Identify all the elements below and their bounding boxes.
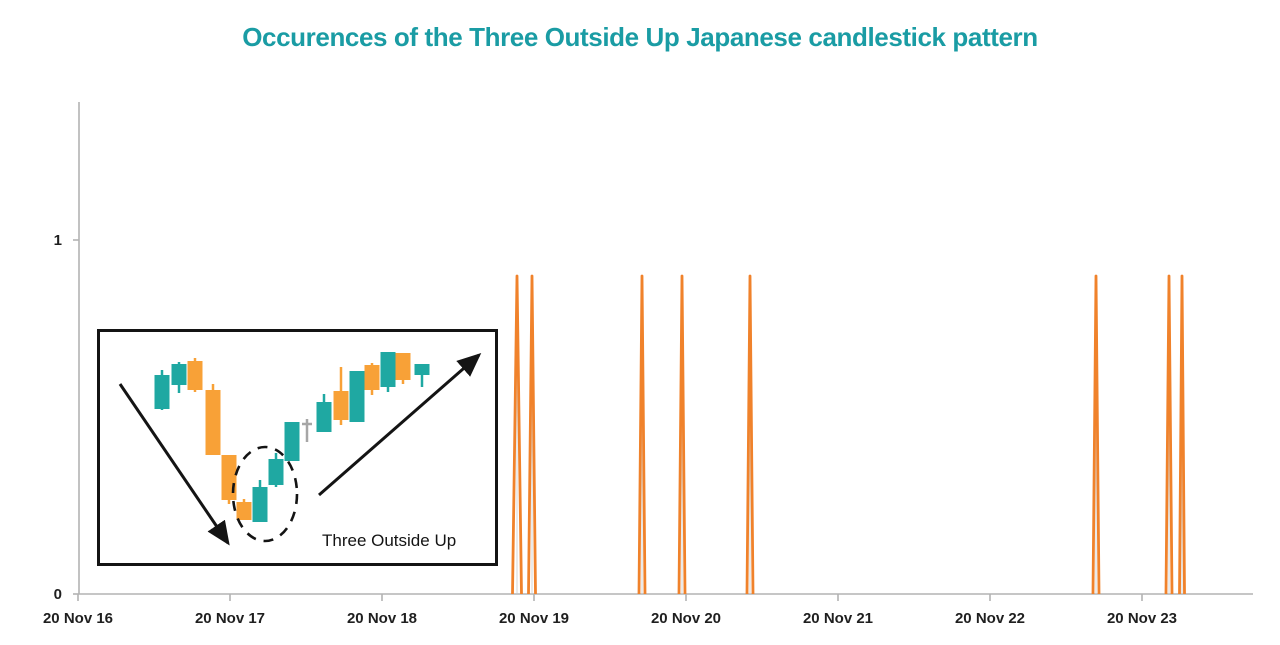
- x-tick-label: 20 Nov 17: [195, 610, 265, 627]
- x-tick-label: 20 Nov 16: [43, 610, 113, 627]
- candlestick-body: [395, 353, 411, 380]
- candlestick-body: [205, 390, 221, 455]
- occurrence-spike: [745, 274, 755, 595]
- candlestick-body: [284, 422, 300, 461]
- occurrence-spike: [637, 274, 647, 595]
- candlestick-body: [221, 455, 237, 500]
- occurrence-spike: [527, 274, 537, 595]
- candlestick-body: [171, 364, 187, 385]
- x-tick-label: 20 Nov 23: [1107, 610, 1177, 627]
- occurrence-spike: [1091, 274, 1101, 595]
- x-tick-label: 20 Nov 18: [347, 610, 417, 627]
- occurrence-spike: [1164, 274, 1174, 595]
- inset-pattern-label: Three Outside Up: [322, 531, 457, 550]
- pattern-highlight-ellipse: [231, 445, 299, 543]
- y-tick-label: 0: [54, 586, 62, 603]
- occurrence-spike: [511, 274, 523, 595]
- candlestick-body: [236, 502, 252, 520]
- candlestick-body: [333, 391, 349, 420]
- candlestick-body: [414, 364, 430, 375]
- occurrence-spike: [1178, 274, 1186, 595]
- candlestick-body: [252, 487, 268, 522]
- x-tick-label: 20 Nov 20: [651, 610, 721, 627]
- candlestick-body: [187, 361, 203, 390]
- chart-title: Occurences of the Three Outside Up Japan…: [242, 22, 1038, 52]
- x-tick-label: 20 Nov 19: [499, 610, 569, 627]
- pattern-inset: Three Outside Up: [97, 329, 498, 566]
- candlestick-body: [316, 402, 332, 432]
- candlestick-body: [364, 365, 380, 390]
- x-tick-label: 20 Nov 21: [803, 610, 873, 627]
- downtrend-arrow: [118, 383, 230, 546]
- candlestick-pattern-illustration: [118, 352, 482, 546]
- uptrend-arrow: [318, 353, 482, 497]
- x-tick-label: 20 Nov 22: [955, 610, 1025, 627]
- candlestick-body: [154, 375, 170, 409]
- candlestick-body: [268, 459, 284, 485]
- occurrence-spike: [677, 274, 687, 595]
- candlestick-body: [349, 371, 365, 422]
- y-tick-label: 1: [54, 232, 62, 249]
- candlestick-body: [380, 352, 396, 387]
